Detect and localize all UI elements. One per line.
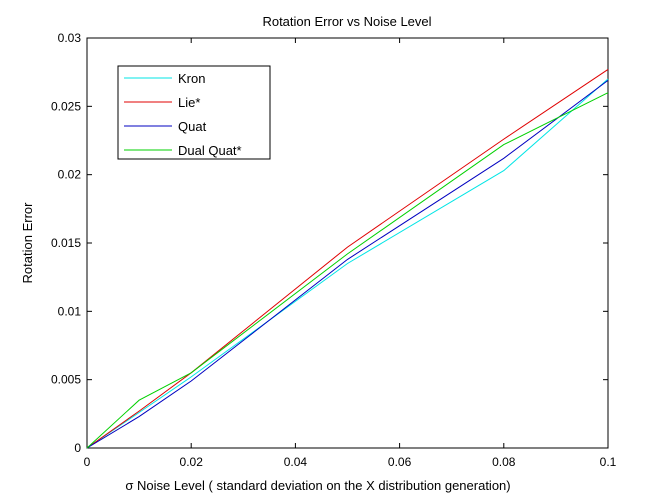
y-tick-label: 0 xyxy=(74,441,81,455)
y-tick-label: 0.02 xyxy=(58,168,82,182)
y-tick-label: 0.03 xyxy=(58,31,82,45)
legend-label: Dual Quat* xyxy=(178,143,242,158)
y-tick-label: 0.025 xyxy=(51,99,81,113)
y-axis-label: Rotation Error xyxy=(20,202,35,284)
legend-label: Lie* xyxy=(178,95,200,110)
axis-ticks: 0 0.02 0.04 0.06 0.08 0.1 0 0.005 0.01 0.015 0.02 0… xyxy=(51,31,617,469)
series-line-lie xyxy=(86,68,609,449)
y-tick-label: 0.005 xyxy=(51,373,81,387)
x-tick-label: 0.04 xyxy=(284,455,308,469)
chart-title: Rotation Error vs Noise Level xyxy=(262,14,431,29)
x-tick-label: 0.06 xyxy=(388,455,412,469)
y-tick-label: 0.01 xyxy=(58,304,82,318)
x-tick-label: 0.08 xyxy=(492,455,516,469)
series-line-quat xyxy=(86,79,609,449)
series-lines xyxy=(86,68,609,449)
y-tick-label: 0.015 xyxy=(51,236,81,250)
series-line-dual-quat xyxy=(86,92,609,449)
x-tick-label: 0.02 xyxy=(180,455,204,469)
legend: Kron Lie* Quat Dual Quat* xyxy=(117,65,271,160)
x-tick-label: 0 xyxy=(84,455,91,469)
legend-label: Kron xyxy=(178,71,205,86)
legend-box xyxy=(117,65,271,160)
legend-label: Quat xyxy=(178,119,207,134)
x-tick-label: 0.1 xyxy=(600,455,617,469)
x-axis-label: σ Noise Level ( standard deviation on th… xyxy=(125,478,510,493)
